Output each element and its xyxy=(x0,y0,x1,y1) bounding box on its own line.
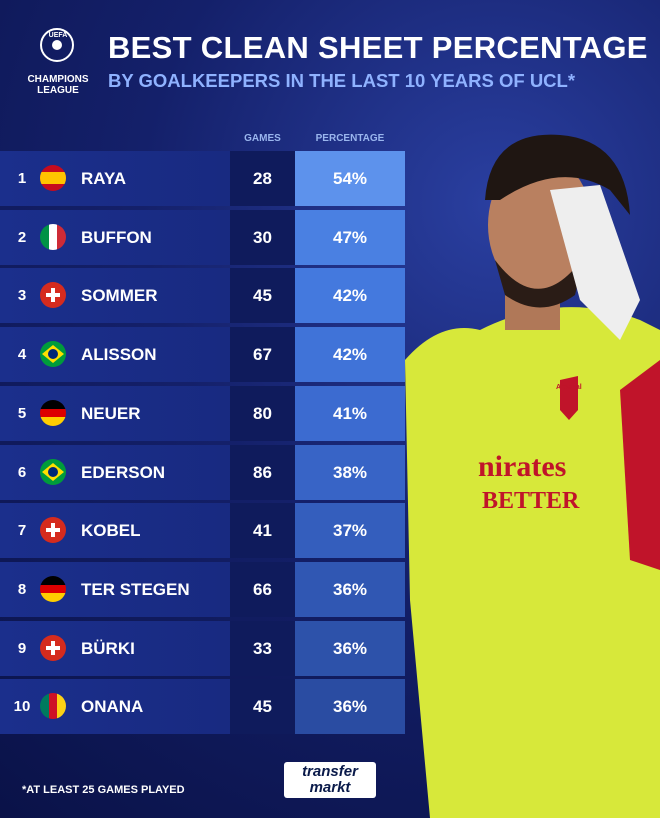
name-cell: ALISSON xyxy=(81,345,157,365)
name-cell: ONANA xyxy=(81,697,144,717)
pct-cell: 54% xyxy=(295,151,405,206)
name-cell: TER STEGEN xyxy=(81,579,190,599)
games-cell: 33 xyxy=(230,620,295,676)
subtitle: BY GOALKEEPERS IN THE LAST 10 YEARS OF U… xyxy=(108,70,576,91)
flag-icon xyxy=(40,576,66,602)
pct-cell: 37% xyxy=(295,503,405,559)
name-cell: KOBEL xyxy=(81,521,141,541)
name-cell: EDERSON xyxy=(81,462,166,482)
games-cell: 67 xyxy=(230,327,295,383)
pct-cell: 42% xyxy=(295,327,405,383)
games-cell: 45 xyxy=(230,679,295,735)
logo-line: LEAGUE xyxy=(37,85,79,96)
brand-text: markt xyxy=(309,779,351,796)
table-row: 8 TER STEGEN 66 36% xyxy=(0,561,405,617)
pct-cell: 42% xyxy=(295,268,405,324)
flag-icon xyxy=(40,635,66,661)
table-row: 1 RAYA 28 54% xyxy=(0,151,405,206)
rank-cell: 6 xyxy=(17,463,27,481)
sponsor-text: nirates xyxy=(478,450,567,483)
column-header: PERCENTAGE xyxy=(315,133,385,144)
games-cell: 45 xyxy=(230,268,295,324)
brand-logo: transfer markt xyxy=(284,762,376,798)
sponsor-text: BETTER xyxy=(482,488,580,514)
flag-icon xyxy=(40,517,66,543)
title: BEST CLEAN SHEET PERCENTAGE xyxy=(108,30,648,65)
logo-line: CHAMPIONS xyxy=(27,74,89,85)
footnote: *AT LEAST 25 GAMES PLAYED xyxy=(22,784,185,796)
rank-cell: 3 xyxy=(17,287,27,305)
rank-cell: 5 xyxy=(17,404,27,422)
games-cell: 30 xyxy=(230,209,295,265)
table-row: 9 BÜRKI 33 36% xyxy=(0,620,405,676)
crest-text: Arsenal xyxy=(556,384,582,391)
rank-cell: 2 xyxy=(17,228,27,246)
flag-icon xyxy=(40,282,66,308)
pct-cell: 38% xyxy=(295,444,405,500)
name-cell: RAYA xyxy=(81,169,127,188)
brand-text: transfer xyxy=(302,763,358,780)
table-row: 10 ONANA 45 36% xyxy=(0,679,405,735)
table-row: 4 ALISSON 67 42% xyxy=(0,327,405,383)
pct-cell: 36% xyxy=(295,561,405,617)
rank-cell: 10 xyxy=(13,698,31,716)
table-row: 5 NEUER 80 41% xyxy=(0,385,405,441)
rank-cell: 7 xyxy=(17,522,27,540)
table-row: 7 KOBEL 41 37% xyxy=(0,503,405,559)
name-cell: BUFFON xyxy=(81,227,152,247)
flag-icon xyxy=(40,165,66,191)
logo-text: UEFA CHAMPIONS LEAGUE xyxy=(18,32,98,96)
name-cell: SOMMER xyxy=(81,286,158,306)
rank-cell: 1 xyxy=(17,170,27,187)
games-cell: 28 xyxy=(230,151,295,206)
pct-cell: 41% xyxy=(295,385,405,441)
pct-cell: 36% xyxy=(295,620,405,676)
pct-cell: 47% xyxy=(295,209,405,265)
games-cell: 86 xyxy=(230,444,295,500)
flag-icon xyxy=(40,693,66,719)
column-header: GAMES xyxy=(244,133,281,144)
games-cell: 80 xyxy=(230,385,295,441)
flag-icon xyxy=(40,224,66,250)
table-row: 2 BUFFON 30 47% xyxy=(0,209,405,265)
pct-cell: 36% xyxy=(295,679,405,735)
rank-cell: 8 xyxy=(17,580,27,598)
logo-top: UEFA xyxy=(48,32,68,39)
games-cell: 41 xyxy=(230,503,295,559)
flag-icon xyxy=(40,459,66,485)
table-row: 6 EDERSON 86 38% xyxy=(0,444,405,500)
games-cell: 66 xyxy=(230,561,295,617)
table-row: 3 SOMMER 45 42% xyxy=(0,268,405,324)
flag-icon xyxy=(40,341,66,367)
name-cell: BÜRKI xyxy=(81,638,135,658)
rank-cell: 9 xyxy=(17,639,27,657)
flag-icon xyxy=(40,400,66,426)
rank-cell: 4 xyxy=(17,346,27,364)
name-cell: NEUER xyxy=(81,403,141,423)
